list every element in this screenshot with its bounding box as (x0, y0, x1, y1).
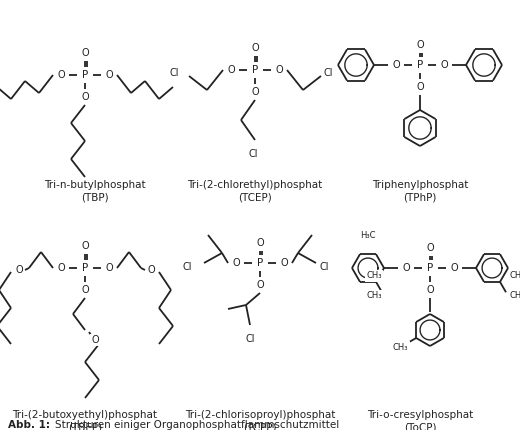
Text: O: O (402, 263, 410, 273)
Text: CH₃: CH₃ (510, 271, 520, 280)
Text: P: P (417, 60, 423, 70)
Text: O: O (147, 265, 155, 275)
Text: (TCPP): (TCPP) (243, 422, 277, 430)
Text: Cl: Cl (183, 262, 192, 272)
Text: CH₃: CH₃ (367, 271, 382, 280)
Text: O: O (251, 87, 259, 97)
Text: Tri-o-cresylphosphat: Tri-o-cresylphosphat (367, 410, 473, 420)
Text: H₃C: H₃C (360, 231, 376, 240)
Text: P: P (82, 263, 88, 273)
Text: O: O (232, 258, 240, 268)
Text: O: O (105, 70, 113, 80)
Text: O: O (81, 48, 89, 58)
Text: P: P (252, 65, 258, 75)
Text: O: O (15, 265, 23, 275)
Text: Strukturen einiger Organophosphatflammschutzmittel: Strukturen einiger Organophosphatflammsc… (55, 420, 339, 430)
Text: (TBEP): (TBEP) (68, 422, 102, 430)
Text: Cl: Cl (323, 68, 332, 78)
Text: (TBP): (TBP) (81, 192, 109, 202)
Text: (TPhP): (TPhP) (404, 192, 437, 202)
Text: O: O (256, 238, 264, 248)
Text: O: O (227, 65, 235, 75)
Text: CH₃: CH₃ (367, 291, 382, 300)
Text: O: O (81, 285, 89, 295)
Text: Cl: Cl (320, 262, 330, 272)
Text: O: O (91, 335, 99, 345)
Text: O: O (392, 60, 400, 70)
Text: O: O (57, 263, 65, 273)
Text: O: O (251, 43, 259, 53)
Text: O: O (256, 280, 264, 290)
Text: P: P (82, 70, 88, 80)
Text: Abb. 1:: Abb. 1: (8, 420, 50, 430)
Text: Tri-(2-butoxyethyl)phosphat: Tri-(2-butoxyethyl)phosphat (12, 410, 158, 420)
Text: Cl: Cl (170, 68, 179, 78)
Text: CH₃: CH₃ (510, 291, 520, 300)
Text: O: O (426, 285, 434, 295)
Text: O: O (81, 241, 89, 251)
Text: CH₃: CH₃ (393, 343, 408, 351)
Text: O: O (440, 60, 448, 70)
Text: O: O (416, 82, 424, 92)
Text: (TCEP): (TCEP) (238, 192, 272, 202)
Text: O: O (426, 243, 434, 253)
Text: Triphenylphosphat: Triphenylphosphat (372, 180, 468, 190)
Text: Cl: Cl (248, 149, 258, 159)
Text: (ToCP): (ToCP) (404, 422, 436, 430)
Text: O: O (105, 263, 113, 273)
Text: O: O (275, 65, 283, 75)
Text: O: O (416, 40, 424, 50)
Text: P: P (427, 263, 433, 273)
Text: Tri-(2-chlorethyl)phosphat: Tri-(2-chlorethyl)phosphat (187, 180, 322, 190)
Text: O: O (81, 92, 89, 102)
Text: P: P (257, 258, 263, 268)
Text: Tri-(2-chlorisoproyl)phosphat: Tri-(2-chlorisoproyl)phosphat (185, 410, 335, 420)
Text: O: O (450, 263, 458, 273)
Text: Cl: Cl (245, 334, 255, 344)
Text: O: O (280, 258, 288, 268)
Text: Tri-n-butylphosphat: Tri-n-butylphosphat (44, 180, 146, 190)
Text: O: O (57, 70, 65, 80)
